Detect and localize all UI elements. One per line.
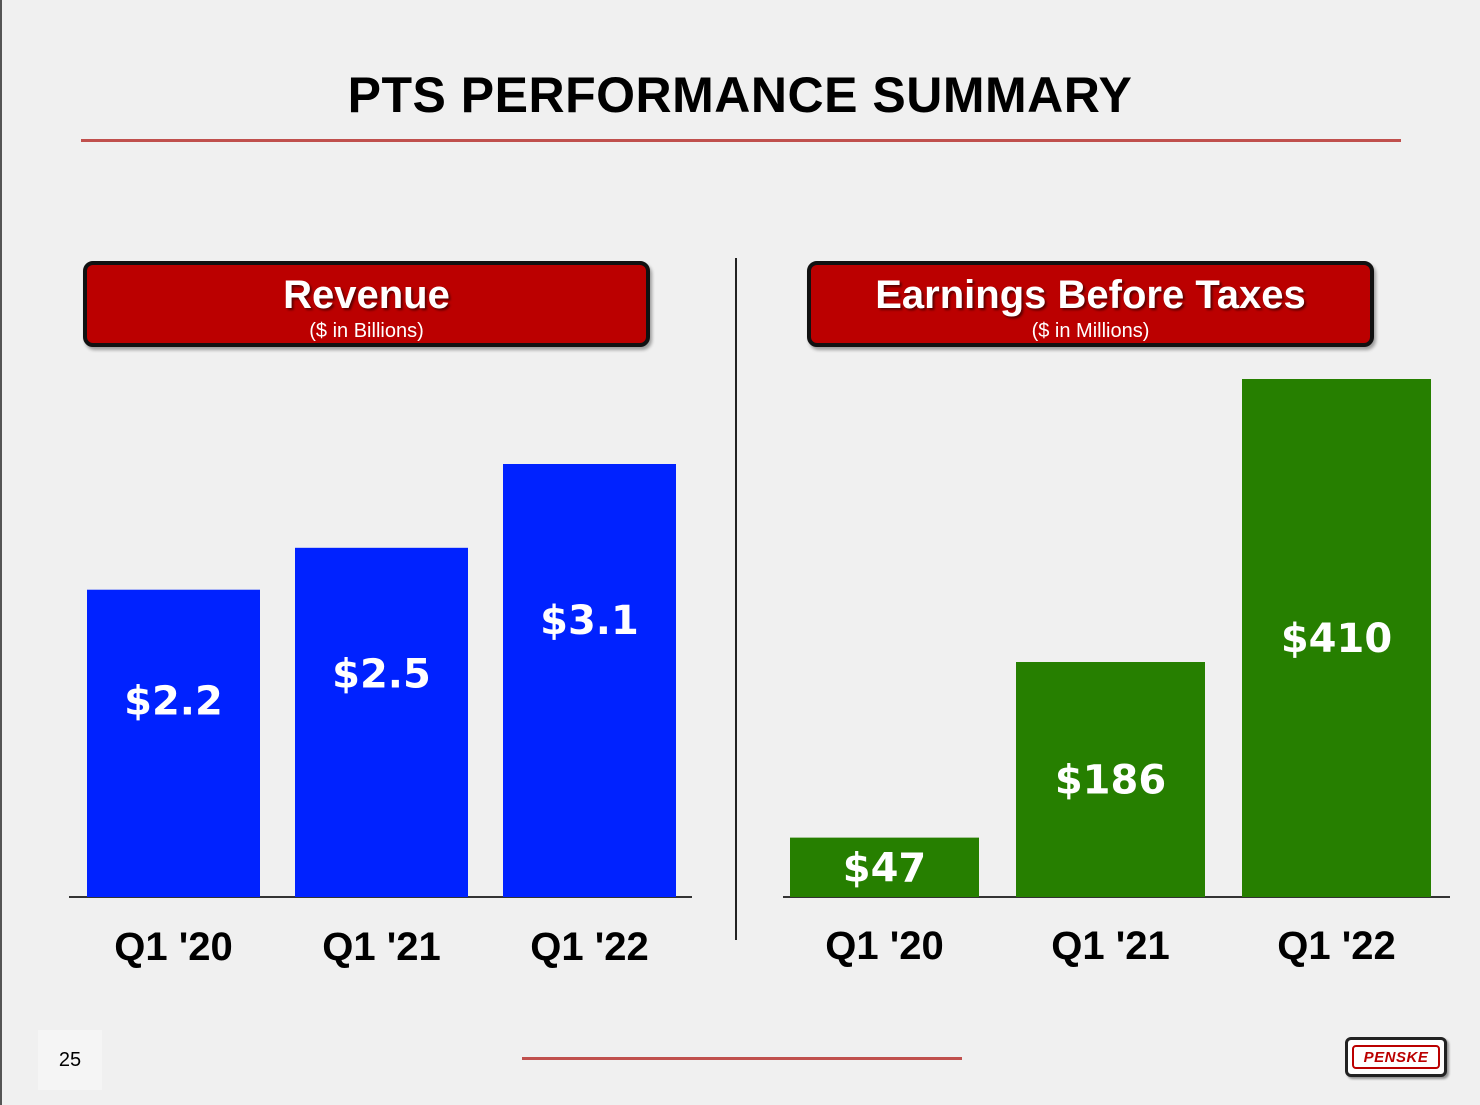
ebt-bar	[1242, 379, 1431, 897]
footer-divider	[522, 1057, 962, 1060]
page-title: PTS PERFORMANCE SUMMARY	[347, 67, 1133, 123]
revenue-bar	[295, 547, 468, 897]
revenue-header: Revenue ($ in Billions)	[83, 261, 650, 347]
title-divider	[81, 139, 1401, 142]
ebt-category-label: Q1 '20	[825, 924, 943, 968]
revenue-category-label: Q1 '20	[114, 925, 232, 969]
revenue-bar	[503, 464, 676, 897]
panel-divider	[735, 258, 737, 940]
ebt-category-label: Q1 '21	[1051, 924, 1169, 968]
ebt-value-label: $410	[1281, 616, 1392, 662]
penske-logo: PENSKE	[1345, 1037, 1447, 1077]
revenue-category-label: Q1 '22	[530, 925, 648, 969]
revenue-header-subtitle: ($ in Billions)	[309, 320, 424, 342]
revenue-category-label: Q1 '21	[322, 925, 440, 969]
ebt-bar	[790, 837, 979, 897]
ebt-value-label: $47	[843, 845, 927, 891]
ebt-header: Earnings Before Taxes ($ in Millions)	[807, 261, 1374, 347]
revenue-bar	[87, 589, 260, 897]
ebt-bar	[1016, 662, 1205, 897]
penske-logo-text: PENSKE	[1352, 1045, 1440, 1069]
ebt-category-label: Q1 '22	[1277, 924, 1395, 968]
slide-left-edge	[0, 0, 2, 1105]
revenue-header-title: Revenue	[283, 273, 450, 317]
ebt-header-subtitle: ($ in Millions)	[1031, 320, 1150, 342]
page-number: 25	[38, 1030, 102, 1090]
revenue-value-label: $2.5	[332, 652, 431, 698]
ebt-header-title: Earnings Before Taxes	[875, 273, 1306, 317]
revenue-value-label: $3.1	[540, 598, 639, 644]
revenue-value-label: $2.2	[124, 678, 223, 724]
ebt-value-label: $186	[1055, 758, 1166, 804]
